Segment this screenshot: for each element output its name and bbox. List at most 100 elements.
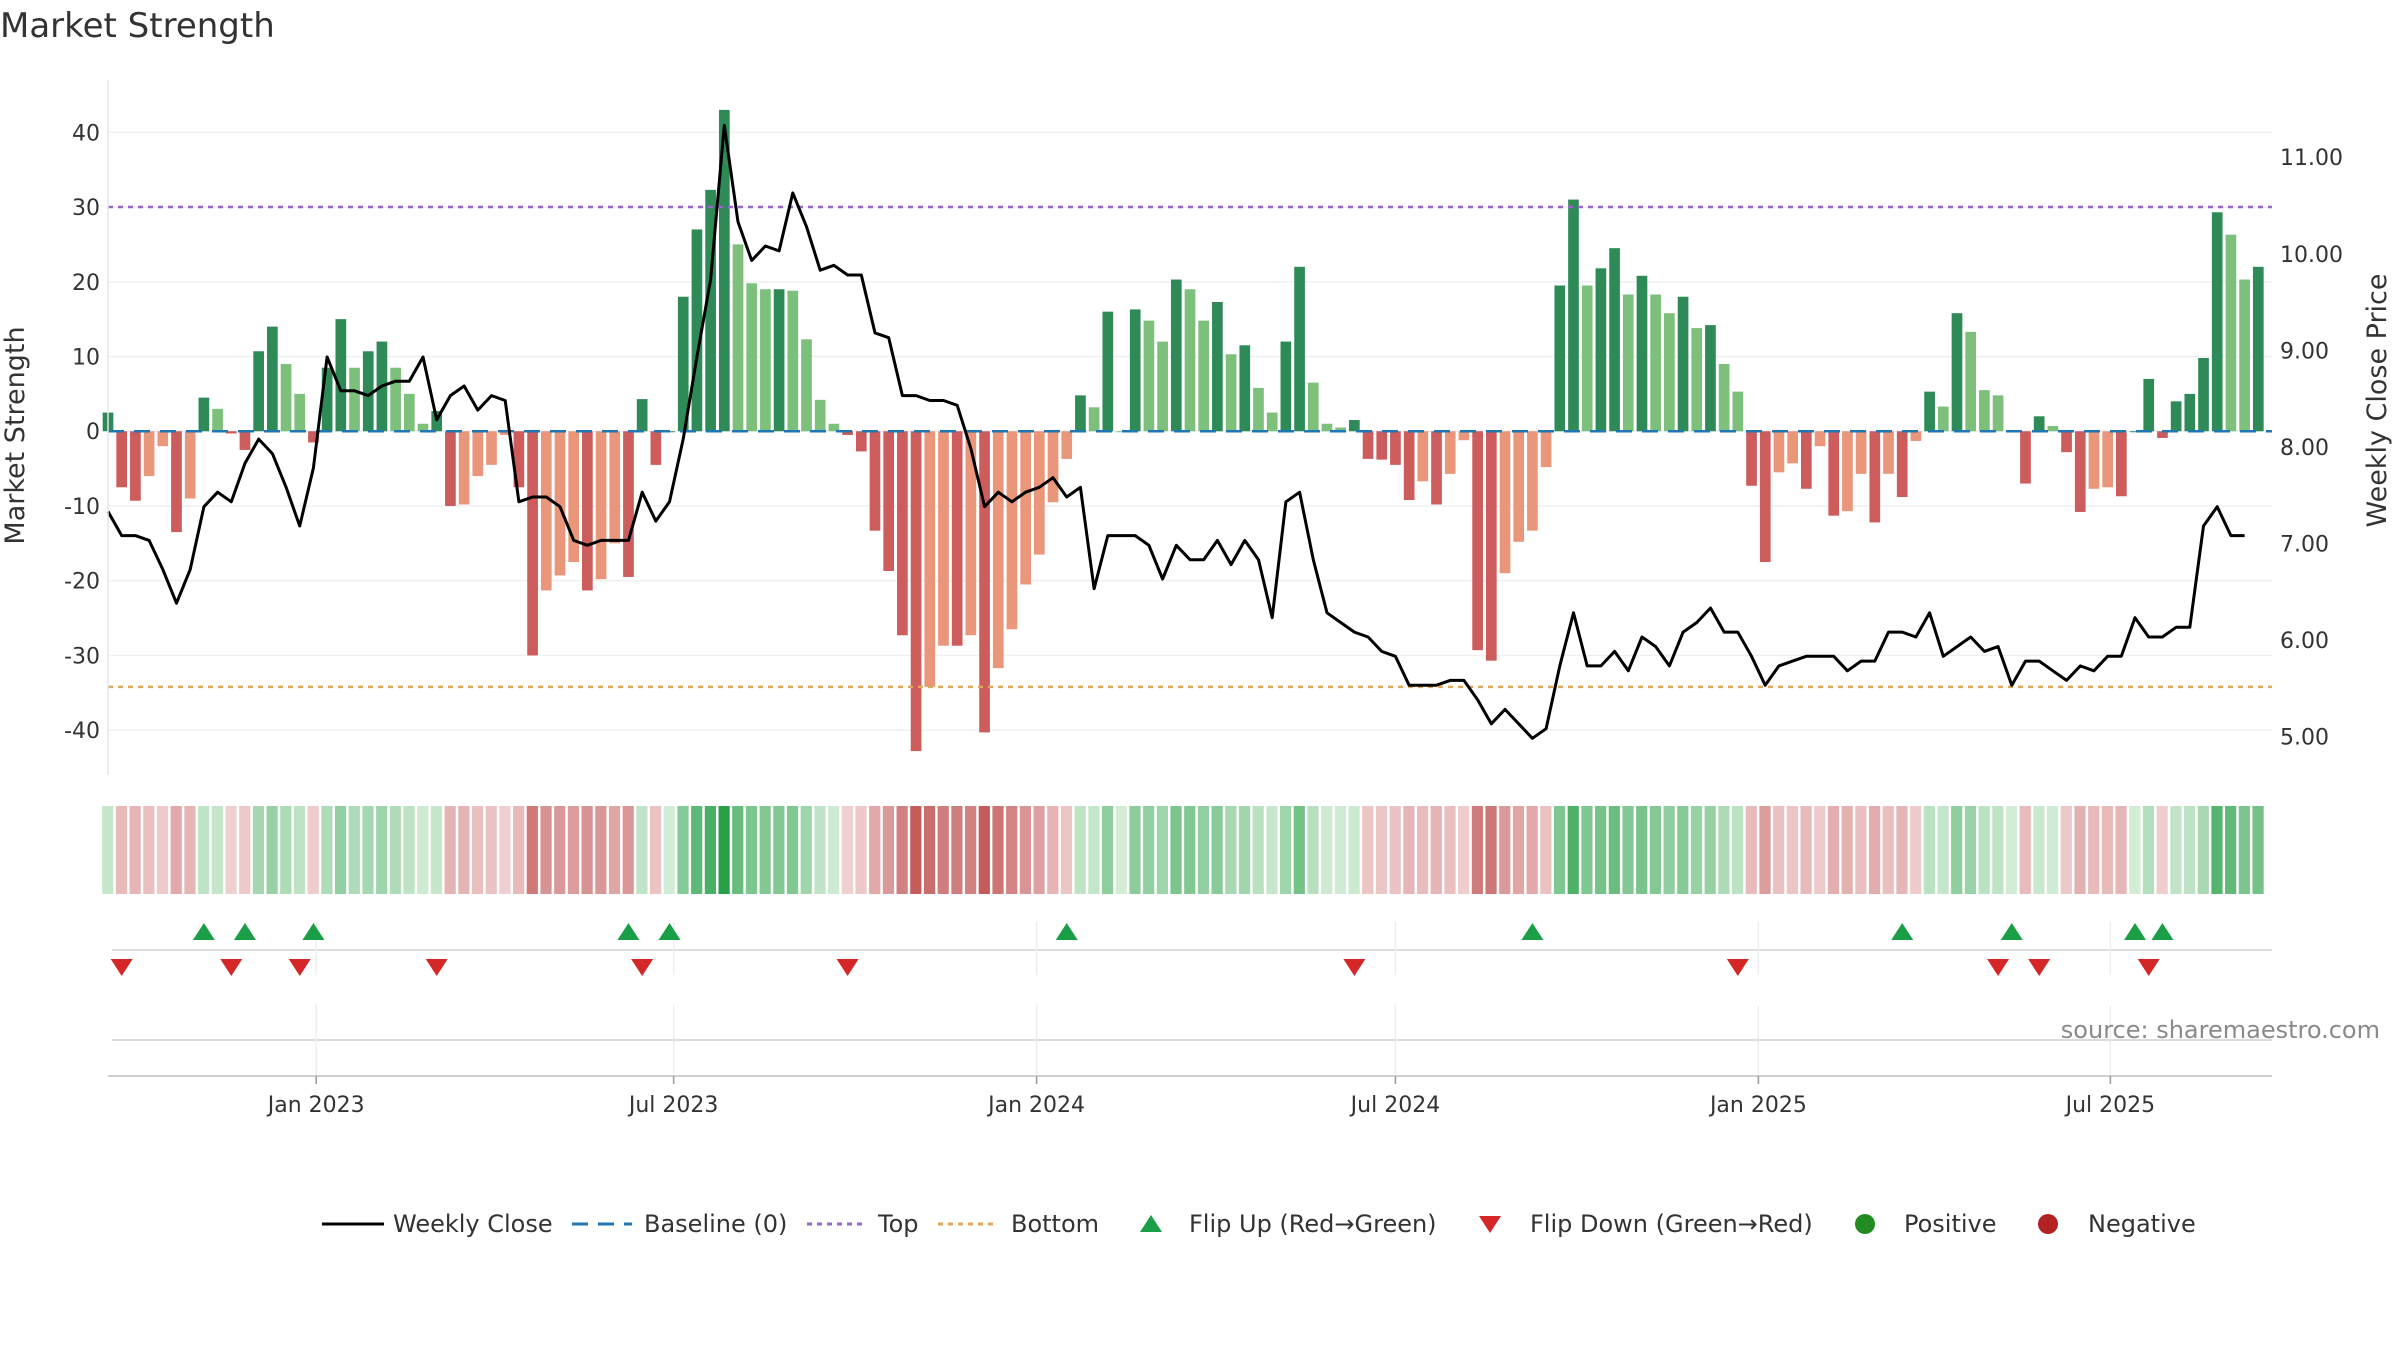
x-tick-label: Jan 2025 xyxy=(1708,1093,1807,1118)
positive-bar xyxy=(1677,296,1689,432)
negative-bar xyxy=(1814,431,1826,447)
heat-cell xyxy=(1553,806,1566,894)
positive-bar xyxy=(1937,406,1949,432)
negative-bar xyxy=(2074,431,2086,512)
positive-bar xyxy=(1253,387,1264,432)
negative-bar xyxy=(486,431,497,465)
positive-bar xyxy=(828,423,840,432)
legend-negative-swatch xyxy=(2038,1214,2058,1234)
heat-cell xyxy=(444,806,456,894)
negative-bar xyxy=(595,431,607,580)
positive-bar xyxy=(1321,423,1333,432)
heat-cell xyxy=(869,806,881,894)
y2-tick-label: 11.00 xyxy=(2280,146,2343,171)
heat-cell xyxy=(1649,806,1662,894)
heat-cell xyxy=(1567,806,1579,894)
negative-bar xyxy=(157,431,169,447)
heat-cell xyxy=(1786,806,1798,894)
heat-cell xyxy=(1074,806,1086,894)
heat-cell xyxy=(1403,806,1415,894)
heat-cell xyxy=(293,806,306,894)
heat-cell xyxy=(1499,806,1511,894)
legend-flip-down-label: Flip Down (Green→Red) xyxy=(1530,1210,1813,1238)
heat-cell xyxy=(266,806,278,894)
positive-bar xyxy=(403,393,415,432)
heat-cell xyxy=(1814,806,1826,894)
heat-cell xyxy=(1732,806,1744,894)
heat-cell xyxy=(1143,806,1155,894)
axes: 40 30 20 10 0 -10 -20 -30 -40 11.00 10.00 9.00 8.00 7… xyxy=(0,80,2393,1118)
heat-cell xyxy=(376,806,388,894)
negative-bar xyxy=(924,431,936,687)
negative-bar xyxy=(1444,431,1456,474)
flip-down-marker xyxy=(1343,959,1366,976)
positive-bar xyxy=(1705,325,1716,432)
y-tick-label: -40 xyxy=(64,719,100,744)
heat-cell xyxy=(1855,806,1867,894)
positive-bar xyxy=(1170,279,1182,432)
heat-cell xyxy=(417,806,429,894)
positive-bar xyxy=(2225,234,2237,432)
negative-bar xyxy=(897,431,908,636)
heat-cell xyxy=(2047,806,2059,894)
flip-down-marker xyxy=(425,959,448,976)
positive-bar xyxy=(294,393,306,432)
heat-cell xyxy=(1266,806,1278,894)
heat-cell xyxy=(1430,806,1442,894)
heat-cell xyxy=(677,806,689,894)
heat-cell xyxy=(2088,806,2100,894)
heat-cell xyxy=(198,806,210,894)
negative-bar xyxy=(1390,431,1401,465)
heat-cell xyxy=(896,806,908,894)
heat-cell xyxy=(1047,806,1059,894)
negative-bar xyxy=(2116,431,2127,497)
heat-cell xyxy=(115,806,128,894)
negative-bar xyxy=(582,431,593,591)
positive-bar xyxy=(1239,345,1251,432)
heat-cell xyxy=(1868,806,1881,894)
negative-bar xyxy=(623,431,634,577)
heat-cell xyxy=(513,806,525,894)
heat-cell xyxy=(1458,806,1470,894)
heat-cell xyxy=(471,806,484,894)
heat-cell xyxy=(280,806,292,894)
heat-cell xyxy=(1348,806,1360,894)
positive-bar xyxy=(1102,311,1114,432)
strip-grid xyxy=(108,922,2272,1084)
positive-bar xyxy=(1979,390,1990,432)
positive-bar xyxy=(390,367,401,432)
positive-bar xyxy=(417,423,429,432)
legend-baseline-label: Baseline (0) xyxy=(644,1210,787,1238)
positive-bar xyxy=(1965,331,1977,432)
heat-cell xyxy=(1581,806,1593,894)
negative-bar xyxy=(1828,431,1840,516)
positive-bar xyxy=(1157,341,1168,432)
heat-cell xyxy=(814,806,826,894)
y2-tick-label: 8.00 xyxy=(2280,436,2329,461)
negative-bar xyxy=(1800,431,1812,489)
negative-bar xyxy=(554,431,566,576)
flip-up-marker xyxy=(2000,923,2023,940)
heat-cell xyxy=(800,806,812,894)
flip-down-marker xyxy=(1987,959,2010,976)
negative-bar xyxy=(951,431,963,646)
positive-bar xyxy=(1212,301,1223,432)
negative-bar xyxy=(1869,431,1881,523)
positive-bar xyxy=(1225,354,1237,432)
negative-bar xyxy=(130,431,141,501)
heat-cell xyxy=(2197,806,2209,894)
heat-cell xyxy=(1690,806,1703,894)
positive-bar xyxy=(1088,407,1100,432)
heat-cell xyxy=(910,806,922,894)
positive-bar xyxy=(1992,395,2004,432)
heat-cell xyxy=(143,806,155,894)
positive-bar xyxy=(1664,313,1675,432)
legend-top-label: Top xyxy=(877,1210,919,1238)
heat-cell xyxy=(170,806,182,894)
positive-bar xyxy=(732,244,744,432)
heat-cell xyxy=(992,806,1004,894)
positive-bar xyxy=(718,109,730,432)
positive-bar xyxy=(1280,341,1292,432)
positive-bar xyxy=(814,399,826,432)
